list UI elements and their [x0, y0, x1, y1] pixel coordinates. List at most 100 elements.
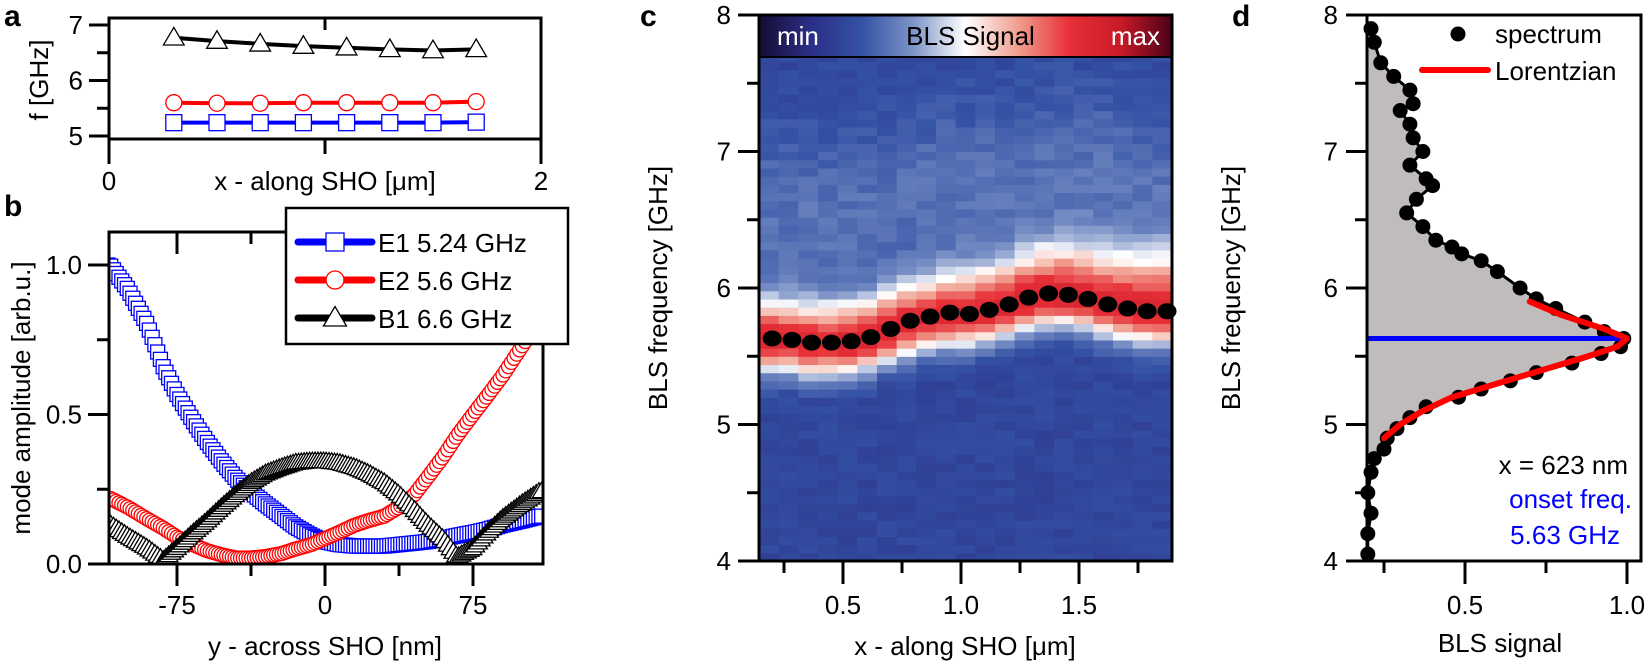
heatmap-cell [778, 77, 799, 87]
legend-marker-circle [325, 270, 345, 290]
heatmap-cell [936, 282, 957, 292]
heatmap-cell [936, 397, 957, 406]
heatmap-cell [896, 298, 917, 308]
heatmap-cell [1054, 282, 1075, 292]
heatmap-cell [778, 520, 799, 529]
heatmap-cell [936, 413, 957, 423]
heatmap-cell [1093, 176, 1114, 185]
heatmap-cell [1152, 135, 1173, 144]
heatmap-cell [1152, 454, 1173, 464]
heatmap-cell [1132, 470, 1153, 480]
heatmap-cell [1014, 372, 1035, 382]
heatmap-cell [1054, 520, 1075, 529]
heatmap-cell [995, 200, 1016, 210]
heatmap-cell [857, 429, 878, 439]
heatmap-cell [955, 143, 976, 153]
heatmap-cell [877, 552, 898, 562]
heatmap-cell [896, 143, 917, 153]
heatmap-cell [759, 315, 780, 325]
heatmap-cell [759, 389, 780, 398]
heatmap-cell [896, 380, 917, 390]
heatmap-cell [1132, 118, 1153, 128]
heatmap-cell [995, 184, 1016, 194]
heatmap-cell [1073, 487, 1094, 497]
heatmap-cell [837, 372, 858, 382]
heatmap-cell [759, 126, 780, 136]
heatmap-cell [798, 241, 819, 251]
heatmap-cell [936, 511, 957, 521]
peak-frequency-dot [861, 329, 881, 346]
heatmap-cell [857, 151, 878, 161]
heatmap-cell [955, 225, 976, 234]
heatmap-cell [916, 536, 937, 546]
heatmap-cell [1054, 429, 1075, 439]
spectrum-point [1366, 34, 1382, 50]
heatmap-cell [1113, 57, 1134, 63]
heatmap-cell [1132, 462, 1153, 472]
heatmap-cell [936, 429, 957, 439]
heatmap-cell [1113, 61, 1134, 71]
heatmap-cell [936, 85, 957, 95]
heatmap-cell [1113, 167, 1134, 177]
heatmap-cell [1152, 225, 1173, 234]
heatmap-cell [1093, 421, 1114, 431]
heatmap-cell [896, 266, 917, 275]
heatmap-cell [916, 372, 937, 382]
panel-c-y-tick-label: 6 [717, 273, 731, 303]
heatmap-cell [1014, 470, 1035, 480]
heatmap-cell [1073, 413, 1094, 423]
panel-b-y-tick-label: 0.0 [46, 549, 82, 579]
heatmap-cell [1073, 372, 1094, 382]
panel-b-x-tick-label: -75 [158, 590, 196, 620]
heatmap-cell [896, 118, 917, 128]
heatmap-cell [1132, 356, 1153, 366]
heatmap-cell [1014, 405, 1035, 415]
panel-d-y-tick-label: 4 [1324, 546, 1338, 576]
heatmap-cell [1073, 135, 1094, 144]
heatmap-cell [818, 217, 839, 226]
heatmap-cell [877, 69, 898, 79]
heatmap-cell [1113, 511, 1134, 521]
heatmap-cell [1073, 110, 1094, 120]
heatmap-cell [778, 118, 799, 128]
heatmap-cell [896, 454, 917, 464]
peak-frequency-dot [1019, 289, 1039, 306]
heatmap-cell [936, 479, 957, 488]
heatmap-cell [1054, 151, 1075, 161]
heatmap-cell [1034, 462, 1055, 472]
heatmap-cell [936, 446, 957, 456]
heatmap-cell [759, 364, 780, 374]
heatmap-cell [1152, 85, 1173, 95]
heatmap-cell [1152, 159, 1173, 169]
legend-item: E1 5.24 GHz [294, 228, 527, 258]
panel-a-x-tick-label: 0 [102, 166, 116, 196]
heatmap-cell [955, 511, 976, 521]
heatmap-cell [818, 77, 839, 87]
heatmap-cell [1073, 421, 1094, 431]
panel-a: a f [GHz] x - along SHO [μm] 5 6 7 0 2 [4, 0, 548, 196]
heatmap-cell [1132, 380, 1153, 390]
heatmap-cell [995, 339, 1016, 349]
heatmap-cell [778, 495, 799, 505]
heatmap-cell [1152, 241, 1173, 251]
heatmap-cell [877, 348, 898, 357]
heatmap-cell [896, 356, 917, 366]
heatmap-cell [857, 135, 878, 144]
heatmap-cell [896, 241, 917, 251]
heatmap-cell [759, 282, 780, 292]
heatmap-cell [936, 536, 957, 546]
heatmap-cell [916, 192, 937, 202]
heatmap-cell [1054, 536, 1075, 546]
heatmap-cell [955, 249, 976, 259]
heatmap-cell [1073, 241, 1094, 251]
heatmap-cell [857, 536, 878, 546]
heatmap-cell [1093, 339, 1114, 349]
heatmap-cell [818, 487, 839, 497]
heatmap-cell [1093, 110, 1114, 120]
panel-b-plot-area [109, 257, 543, 564]
heatmap-cell [896, 225, 917, 234]
heatmap-cell [759, 167, 780, 177]
heatmap-cell [936, 102, 957, 112]
heatmap-cell [1093, 470, 1114, 480]
panel-a-point-square [381, 114, 399, 132]
